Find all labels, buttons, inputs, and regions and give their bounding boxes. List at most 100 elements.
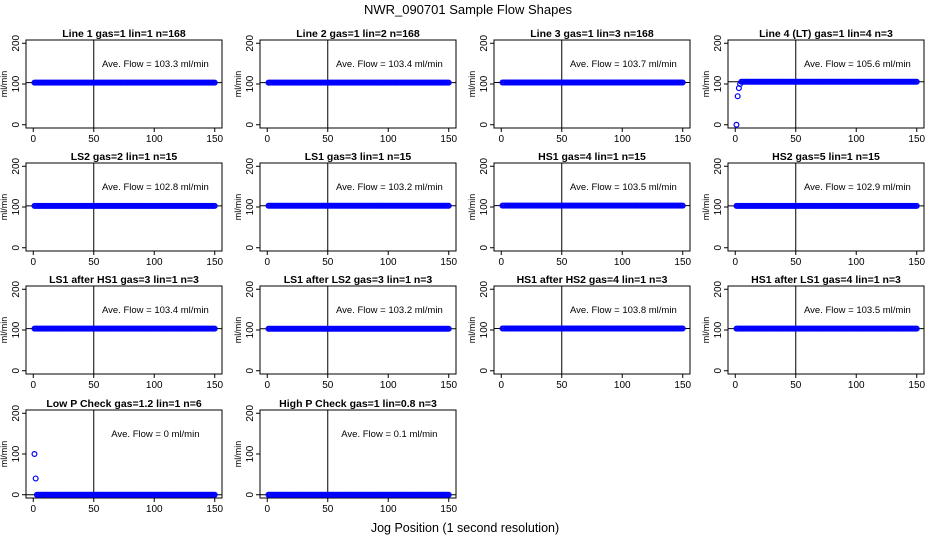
- x-tick-label: 50: [88, 257, 100, 268]
- x-tick-label: 50: [790, 257, 802, 268]
- y-axis-label: ml/min: [233, 441, 243, 468]
- y-tick-label: 0: [11, 368, 22, 374]
- data-point: [211, 491, 218, 498]
- x-tick-label: 50: [556, 134, 568, 145]
- flow-series: [733, 325, 920, 332]
- data-point: [445, 79, 452, 86]
- x-tick-label: 50: [322, 257, 334, 268]
- average-flow-annotation: Ave. Flow = 0 ml/min: [111, 429, 199, 440]
- data-point: [913, 78, 920, 85]
- y-tick-label: 200: [479, 280, 490, 297]
- y-tick-label: 200: [713, 157, 724, 174]
- x-tick-label: 100: [848, 380, 865, 391]
- x-tick-label: 100: [614, 257, 631, 268]
- flow-series: [265, 79, 452, 86]
- y-tick-label: 100: [479, 75, 490, 92]
- x-tick-label: 100: [380, 380, 397, 391]
- average-flow-annotation: Ave. Flow = 103.3 ml/min: [102, 59, 209, 70]
- chart-panel: Line 4 (LT) gas=1 lin=4 n=3 0 50 100 150 0 100…: [701, 28, 926, 145]
- y-tick-label: 0: [713, 368, 724, 374]
- x-tick-label: 100: [380, 257, 397, 268]
- average-flow-annotation: Ave. Flow = 103.5 ml/min: [570, 182, 677, 193]
- y-tick-label: 0: [11, 245, 22, 251]
- average-flow-annotation: Ave. Flow = 103.8 ml/min: [570, 305, 677, 316]
- data-point: [211, 325, 218, 332]
- y-tick-label: 200: [245, 157, 256, 174]
- flow-series: [499, 202, 686, 209]
- average-flow-annotation: Ave. Flow = 103.5 ml/min: [804, 305, 911, 316]
- panel-title: HS1 after LS1 gas=4 lin=1 n=3: [751, 274, 901, 286]
- x-tick-label: 50: [322, 134, 334, 145]
- data-point: [913, 202, 920, 209]
- panel-title: Line 4 (LT) gas=1 lin=4 n=3: [759, 28, 893, 40]
- y-tick-label: 100: [11, 445, 22, 462]
- x-tick-label: 150: [206, 257, 223, 268]
- x-tick-label: 150: [908, 257, 925, 268]
- y-tick-label: 200: [245, 280, 256, 297]
- x-tick-label: 0: [498, 257, 504, 268]
- y-axis-label: ml/min: [467, 194, 477, 221]
- x-tick-label: 150: [206, 134, 223, 145]
- average-flow-annotation: Ave. Flow = 103.4 ml/min: [336, 59, 443, 70]
- y-tick-label: 200: [11, 280, 22, 297]
- panel-title: HS2 gas=5 lin=1 n=15: [772, 151, 880, 163]
- flow-series: [265, 491, 452, 498]
- y-axis-label: ml/min: [233, 317, 243, 344]
- chart-panel: LS2 gas=2 lin=1 n=15 0 50 100 150 0 100 200 ml/m…: [0, 151, 224, 268]
- y-axis-label: ml/min: [233, 194, 243, 221]
- y-tick-label: 0: [479, 245, 490, 251]
- y-axis-label: ml/min: [0, 317, 9, 344]
- flow-series: [733, 202, 920, 209]
- x-tick-label: 100: [848, 257, 865, 268]
- y-tick-label: 0: [245, 245, 256, 251]
- x-tick-label: 0: [30, 504, 36, 515]
- y-tick-label: 100: [11, 321, 22, 338]
- y-axis-label: ml/min: [0, 71, 9, 98]
- data-point: [737, 80, 744, 87]
- chart-panel: High P Check gas=1 lin=0.8 n=3 0 50 100 150 0…: [233, 398, 458, 515]
- y-tick-label: 200: [713, 34, 724, 51]
- y-tick-label: 0: [245, 368, 256, 374]
- x-tick-label: 150: [908, 380, 925, 391]
- y-tick-label: 0: [479, 368, 490, 374]
- y-tick-label: 0: [11, 492, 22, 498]
- y-tick-label: 100: [713, 75, 724, 92]
- chart-panel: Line 2 gas=1 lin=2 n=168 0 50 100 150 0 100 200…: [233, 28, 458, 145]
- panel-title: HS1 gas=4 lin=1 n=15: [538, 151, 646, 163]
- chart-panel: Line 3 gas=1 lin=3 n=168 0 50 100 150 0 100 200…: [467, 28, 692, 145]
- y-tick-label: 200: [245, 34, 256, 51]
- x-tick-label: 50: [322, 504, 334, 515]
- x-tick-label: 150: [206, 504, 223, 515]
- flow-series: [499, 325, 686, 332]
- y-tick-label: 200: [479, 34, 490, 51]
- flow-series: [265, 202, 452, 209]
- x-tick-label: 50: [790, 134, 802, 145]
- x-tick-label: 150: [206, 380, 223, 391]
- average-flow-annotation: Ave. Flow = 0.1 ml/min: [341, 429, 437, 440]
- data-point: [445, 202, 452, 209]
- chart-panel: LS1 gas=3 lin=1 n=15 0 50 100 150 0 100 200 ml/m…: [233, 151, 458, 268]
- flow-series: [265, 325, 452, 332]
- x-tick-label: 100: [146, 504, 163, 515]
- y-tick-label: 100: [479, 321, 490, 338]
- x-tick-label: 0: [732, 380, 738, 391]
- x-tick-label: 150: [908, 134, 925, 145]
- panel-title: Line 3 gas=1 lin=3 n=168: [530, 28, 654, 40]
- x-tick-label: 100: [146, 257, 163, 268]
- x-tick-label: 100: [614, 380, 631, 391]
- y-tick-label: 0: [11, 122, 22, 128]
- data-point: [211, 202, 218, 209]
- y-axis-label: ml/min: [0, 441, 9, 468]
- y-tick-label: 200: [479, 157, 490, 174]
- x-tick-label: 50: [556, 257, 568, 268]
- y-tick-label: 0: [713, 245, 724, 251]
- x-tick-label: 50: [556, 380, 568, 391]
- x-tick-label: 100: [146, 134, 163, 145]
- x-tick-label: 50: [790, 380, 802, 391]
- x-tick-label: 0: [732, 134, 738, 145]
- y-tick-label: 100: [245, 321, 256, 338]
- data-point: [913, 325, 920, 332]
- panel-title: LS2 gas=2 lin=1 n=15: [71, 151, 178, 163]
- y-tick-label: 100: [245, 75, 256, 92]
